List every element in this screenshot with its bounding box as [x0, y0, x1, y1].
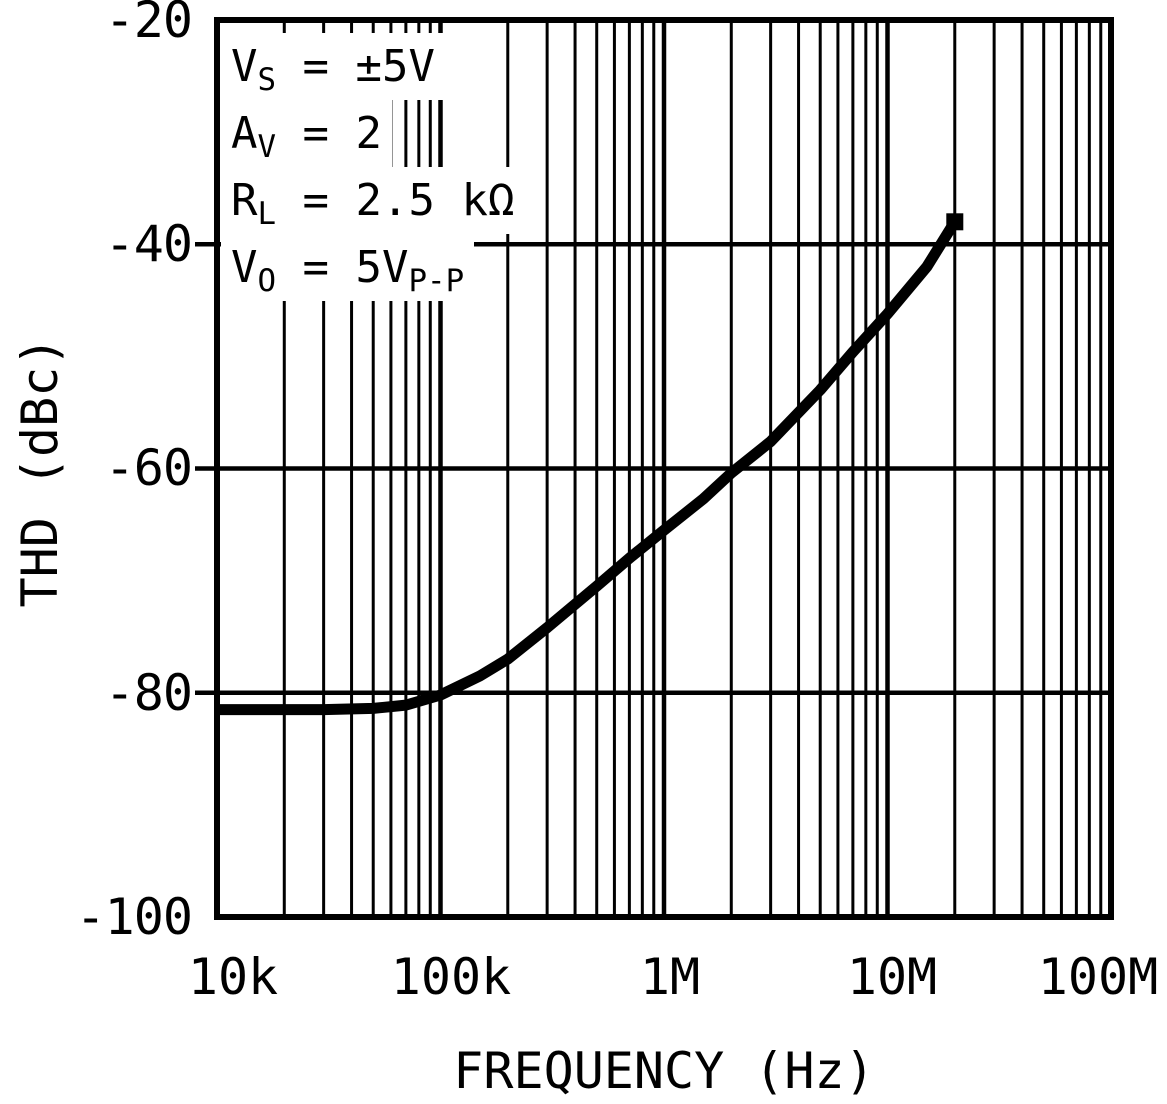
curve-end-marker — [946, 213, 964, 231]
annotation-line-vo: VO = 5VP-P — [221, 234, 475, 301]
y-tick-label: -20 — [104, 0, 193, 49]
x-axis-title: FREQUENCY (Hz) — [453, 1042, 875, 1100]
y-axis-title: THD (dBc) — [11, 336, 69, 608]
x-tick-label: 10M — [846, 948, 938, 1006]
y-tick-label: -40 — [104, 215, 193, 273]
x-tick-label: 100k — [390, 948, 512, 1006]
y-tick-label: -80 — [104, 664, 193, 722]
annotation-line-rl: RL = 2.5 kΩ — [221, 167, 525, 234]
y-tick-label: -100 — [75, 888, 193, 946]
annotation-line-vs: VS = ±5V — [221, 33, 445, 100]
axis-tick-marks — [195, 242, 217, 695]
y-tick-label: -60 — [104, 439, 193, 497]
test-conditions-annotation: VS = ±5V AV = 2 RL = 2.5 kΩ VO = 5VP-P — [221, 33, 525, 301]
x-tick-label: 10k — [187, 948, 279, 1006]
annotation-line-av: AV = 2 — [221, 100, 393, 167]
plot-border — [214, 17, 1114, 920]
x-tick-label: 1M — [639, 948, 701, 1006]
x-tick-label: 100M — [1037, 948, 1159, 1006]
thd-curve — [217, 218, 960, 716]
